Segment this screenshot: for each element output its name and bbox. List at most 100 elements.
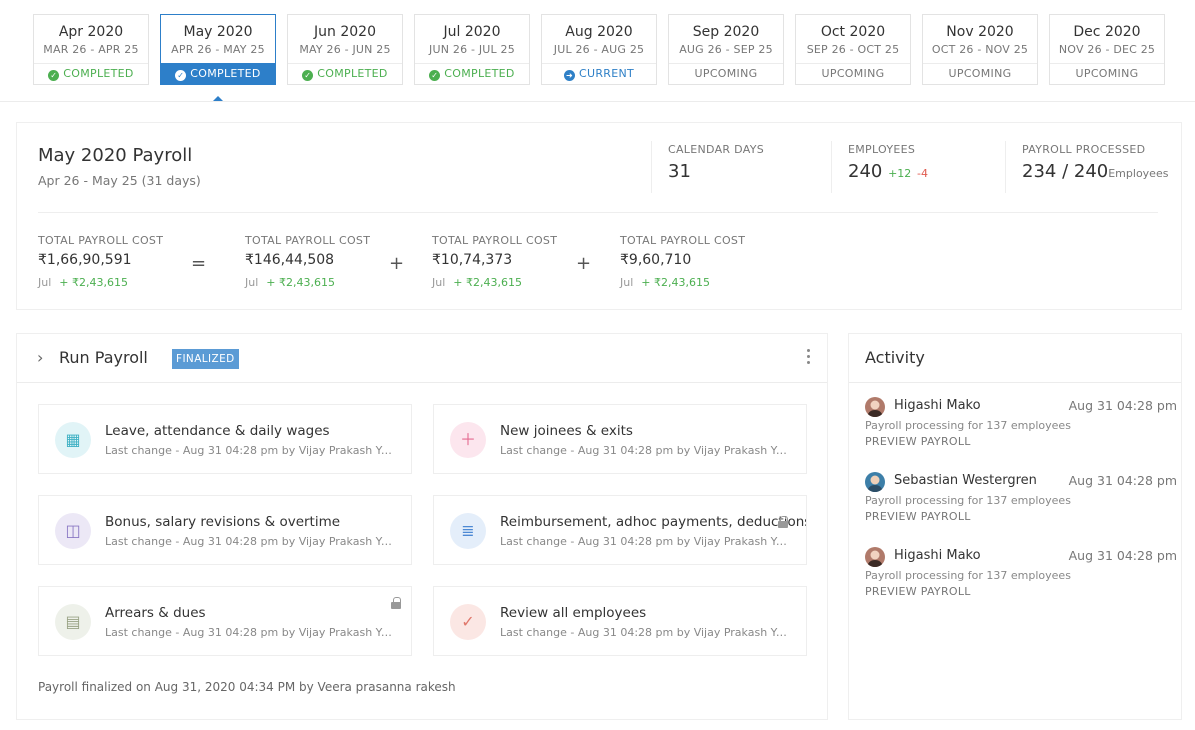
preview-payroll-link[interactable]: PREVIEW PAYROLL [865,585,971,598]
divider [831,141,832,193]
arrow-right-circle-icon: ➜ [563,70,575,81]
activity-time: Aug 31 04:28 pm [1068,473,1177,488]
lock-icon [391,597,401,609]
tab-sep-2020[interactable]: Sep 2020 AUG 26 - SEP 25 UPCOMING [668,14,784,85]
cost-component-value: ₹9,60,710 [620,252,692,268]
plus-operator: + [389,253,405,274]
employees-value: 240 [848,161,883,182]
divider [38,212,1158,213]
activity-user-name[interactable]: Higashi Mako [894,548,981,563]
payroll-processed-label: PAYROLL PROCESSED [1022,143,1146,156]
tab-status-label: COMPLETED [317,67,388,80]
tab-month: May 2020 [183,24,253,40]
tab-dec-2020[interactable]: Dec 2020 NOV 26 - DEC 25 UPCOMING [1049,14,1165,85]
activity-description: Payroll processing for 137 employees [865,494,1071,507]
tab-jun-2020[interactable]: Jun 2020 MAY 26 - JUN 25 ✓ COMPLETED [287,14,403,85]
total-cost-delta: Jul + ₹2,43,615 [38,276,128,289]
divider [1005,141,1006,193]
tab-range: SEP 26 - OCT 25 [806,43,900,56]
payroll-processed-value: 234 / 240 [1022,161,1109,182]
activity-description: Payroll processing for 137 employees [865,419,1071,432]
tab-status-label: CURRENT [578,67,635,80]
activity-panel: Activity Higashi Mako Aug 31 04:28 pm Pa… [848,333,1182,720]
tab-oct-2020[interactable]: Oct 2020 SEP 26 - OCT 25 UPCOMING [795,14,911,85]
task-last-change: Last change - Aug 31 04:28 pm by Vijay P… [500,626,790,639]
check-circle-icon: ✓ [302,70,314,81]
divider [651,141,652,193]
cost-component-value: ₹10,74,373 [432,252,513,268]
activity-time: Aug 31 04:28 pm [1068,398,1177,413]
check-circle-icon: ✓ [175,70,187,81]
activity-user-name[interactable]: Higashi Mako [894,398,981,413]
tab-month: Apr 2020 [58,24,124,40]
cost-component-delta: Jul + ₹2,43,615 [245,276,335,289]
tab-status: ✓ COMPLETED [34,63,148,84]
activity-title: Activity [865,348,925,367]
equals-operator: = [191,253,207,274]
task-card-joinees-exits[interactable]: ＋ New joinees & exits Last change - Aug … [433,404,807,474]
more-options-icon[interactable] [807,349,811,367]
cost-component-label: TOTAL PAYROLL COST [620,234,746,247]
cost-component-label: TOTAL PAYROLL COST [432,234,558,247]
tab-apr-2020[interactable]: Apr 2020 MAR 26 - APR 25 ✓ COMPLETED [33,14,149,85]
delta-amount: + ₹2,43,615 [453,276,522,289]
task-last-change: Last change - Aug 31 04:28 pm by Vijay P… [105,535,395,548]
tab-status: UPCOMING [923,63,1037,84]
run-payroll-header: › Run Payroll FINALIZED [17,334,827,383]
task-title: Leave, attendance & daily wages [105,423,330,439]
task-last-change: Last change - Aug 31 04:28 pm by Vijay P… [500,444,790,457]
delta-amount: + ₹2,43,615 [641,276,710,289]
tab-status: ➜ CURRENT [542,63,656,84]
check-circle-icon: ✓ [429,70,441,81]
cost-component-label: TOTAL PAYROLL COST [245,234,371,247]
activity-user-name[interactable]: Sebastian Westergren [894,473,1037,488]
avatar [865,472,885,492]
preview-payroll-link[interactable]: PREVIEW PAYROLL [865,510,971,523]
activity-header: Activity [849,334,1181,383]
activity-item: Sebastian Westergren Aug 31 04:28 pm Pay… [865,472,1177,532]
task-title: Reimbursement, adhoc payments, deduction… [500,514,807,530]
tab-nov-2020[interactable]: Nov 2020 OCT 26 - NOV 25 UPCOMING [922,14,1038,85]
chevron-right-icon[interactable]: › [37,348,44,367]
activity-item: Higashi Mako Aug 31 04:28 pm Payroll pro… [865,397,1177,457]
tab-range: MAY 26 - JUN 25 [299,43,391,56]
task-card-leave-attendance[interactable]: ▦ Leave, attendance & daily wages Last c… [38,404,412,474]
active-tab-caret [213,96,223,101]
task-last-change: Last change - Aug 31 04:28 pm by Vijay P… [500,535,790,548]
calendar-days-label: CALENDAR DAYS [668,143,765,156]
calendar-days-value: 31 [668,161,691,182]
delta-month: Jul [245,276,259,289]
avatar [865,397,885,417]
total-cost-value: ₹1,66,90,591 [38,252,132,268]
task-last-change: Last change - Aug 31 04:28 pm by Vijay P… [105,626,395,639]
tab-range: OCT 26 - NOV 25 [931,43,1029,56]
task-card-bonus-revisions[interactable]: ◫ Bonus, salary revisions & overtime Las… [38,495,412,565]
cost-component-delta: Jul + ₹2,43,615 [432,276,522,289]
gift-icon: ◫ [55,513,91,549]
tab-status: UPCOMING [669,63,783,84]
user-check-icon: ✓ [450,604,486,640]
delta-amount: + ₹2,43,615 [266,276,335,289]
tab-jul-2020[interactable]: Jul 2020 JUN 26 - JUL 25 ✓ COMPLETED [414,14,530,85]
run-payroll-title: Run Payroll [59,348,148,367]
tab-status: UPCOMING [1050,63,1164,84]
task-card-reimbursement[interactable]: ≣ Reimbursement, adhoc payments, deducti… [433,495,807,565]
task-card-arrears-dues[interactable]: ▤ Arrears & dues Last change - Aug 31 04… [38,586,412,656]
calculator-icon: ▤ [55,604,91,640]
delta-month: Jul [432,276,446,289]
cost-component-delta: Jul + ₹2,43,615 [620,276,710,289]
tab-status: UPCOMING [796,63,910,84]
preview-payroll-link[interactable]: PREVIEW PAYROLL [865,435,971,448]
run-payroll-panel: › Run Payroll FINALIZED ▦ Leave, attenda… [16,333,828,720]
tab-aug-2020[interactable]: Aug 2020 JUL 26 - AUG 25 ➜ CURRENT [541,14,657,85]
finalized-note: Payroll finalized on Aug 31, 2020 04:34 … [38,680,456,694]
task-card-review-employees[interactable]: ✓ Review all employees Last change - Aug… [433,586,807,656]
tab-may-2020[interactable]: May 2020 APR 26 - MAY 25 ✓ COMPLETED [160,14,276,85]
tab-status: ✓ COMPLETED [288,63,402,84]
activity-time: Aug 31 04:28 pm [1068,548,1177,563]
tab-range: AUG 26 - SEP 25 [679,43,773,56]
tab-status: ✓ COMPLETED [415,63,529,84]
task-title: New joinees & exits [500,423,633,439]
employees-added: +12 [888,167,912,180]
tab-range: JUL 26 - AUG 25 [553,43,645,56]
